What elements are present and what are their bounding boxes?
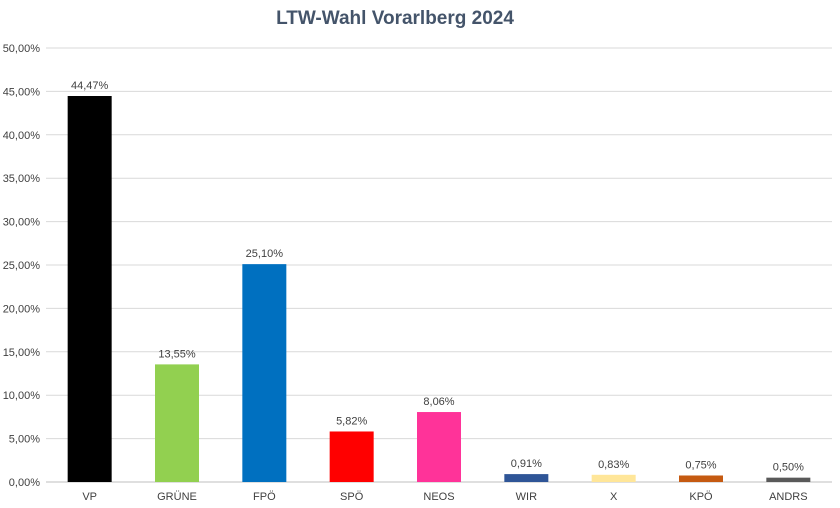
data-label: 0,50% [773,462,804,474]
category-label: KPÖ [689,491,713,503]
data-label: 0,91% [511,458,542,470]
data-label: 13,55% [158,348,196,360]
bar-wir [504,474,549,482]
y-tick-label: 0,00% [9,477,40,489]
category-label: ANDRS [769,491,808,503]
y-tick-label: 25,00% [3,260,41,272]
category-label: WIR [516,491,537,503]
y-tick-label: 20,00% [3,303,41,315]
data-label: 5,82% [336,415,367,427]
y-tick-label: 5,00% [9,434,40,446]
y-tick-label: 15,00% [3,347,41,359]
bar-vp [67,96,112,482]
category-label: SPÖ [340,491,364,503]
data-label: 0,83% [598,459,629,471]
y-tick-label: 50,00% [3,43,41,55]
bar-neos [417,412,461,482]
category-label: VP [82,491,97,503]
x-axis-categories: VP GRÜNE FPÖ SPÖ NEOS WIR X KPÖ ANDRS [82,491,807,503]
bar-gr-ne [155,364,199,482]
chart-title: LTW-Wahl Vorarlberg 2024 [276,8,514,29]
data-labels: 44,47% 13,55% 25,10% 5,82% 8,06% 0,91% 0,83% 0,… [71,80,804,474]
bars [67,96,811,482]
category-label: X [610,491,618,503]
y-tick-label: 45,00% [3,86,41,98]
data-label: 44,47% [71,80,109,92]
bar-x [591,474,636,482]
bar-kp- [679,475,723,482]
category-label: NEOS [423,491,454,503]
y-tick-label: 40,00% [3,130,41,142]
data-label: 0,75% [685,459,716,471]
data-label: 8,06% [423,396,454,408]
category-label: FPÖ [253,491,276,503]
y-tick-label: 35,00% [3,173,41,185]
bar-andrs [766,477,811,482]
y-axis-ticks: 0,00% 5,00% 10,00% 15,00% 20,00% 25,00% 30,00%… [3,43,41,489]
category-label: GRÜNE [157,491,197,503]
y-tick-label: 10,00% [3,390,41,402]
y-tick-label: 30,00% [3,217,41,229]
bar-sp- [329,431,374,482]
bar-fp- [242,264,287,482]
data-label: 25,10% [246,248,284,260]
